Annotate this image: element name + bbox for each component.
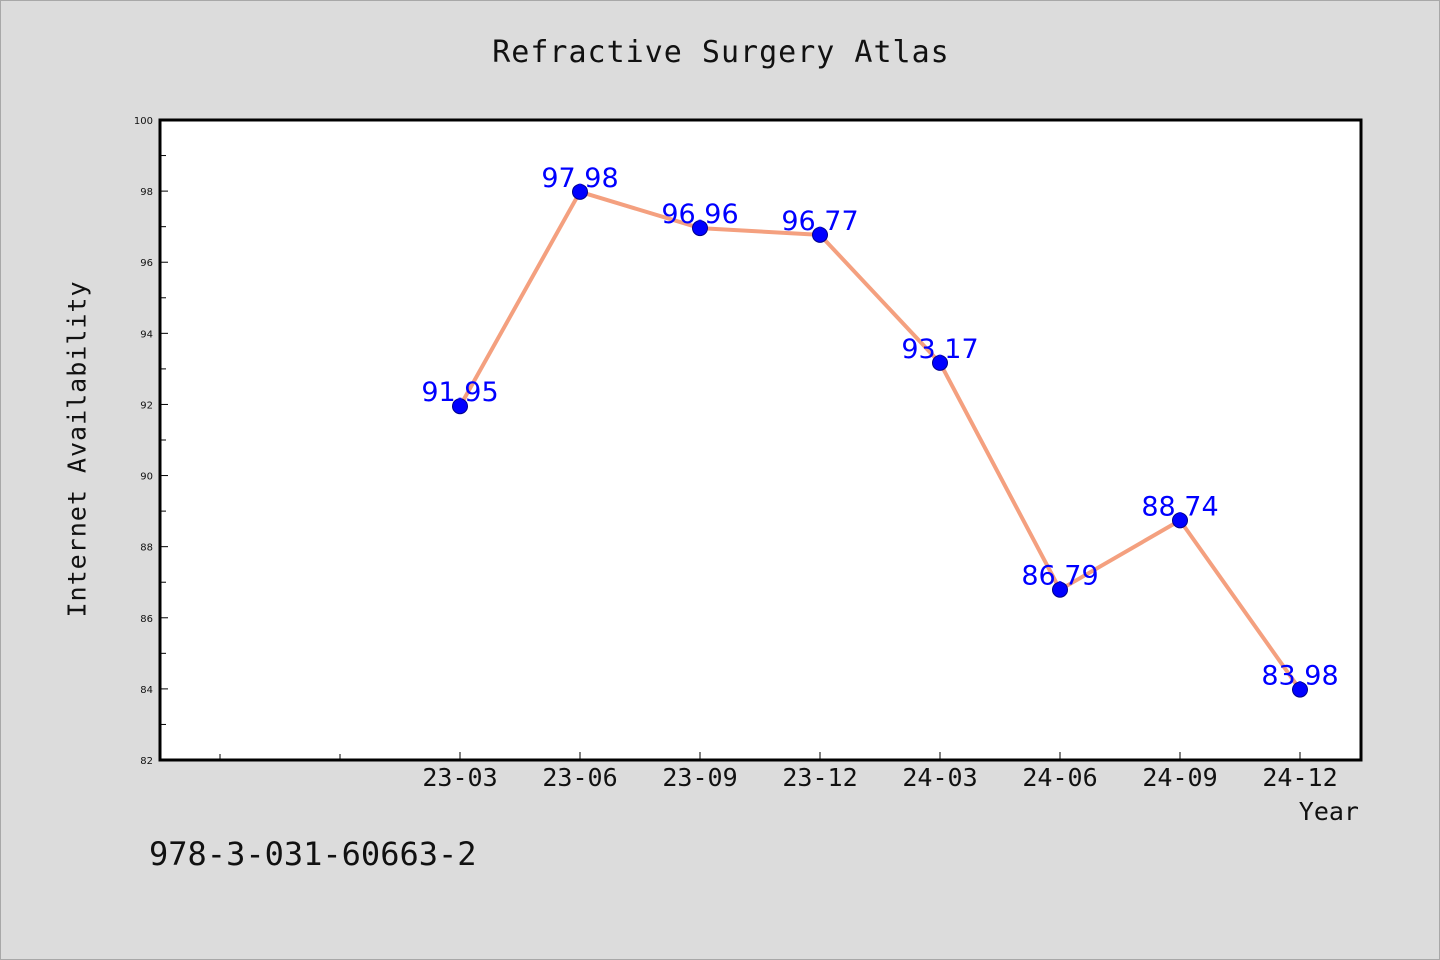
y-tick-label: 82 [140, 756, 153, 767]
data-label: 86.79 [1021, 561, 1098, 592]
data-point [1052, 581, 1068, 598]
x-axis-label: Year [1298, 797, 1359, 826]
series-line [458, 189, 1302, 691]
x-tick-label: 24-09 [1142, 763, 1217, 792]
y-tick-label: 94 [140, 329, 153, 340]
x-tick-label: 23-12 [782, 763, 857, 792]
data-label: 88.74 [1141, 491, 1218, 522]
x-tick-label: 24-06 [1022, 763, 1097, 792]
y-tick-label: 88 [140, 543, 153, 554]
y-tick-label: 84 [140, 685, 153, 696]
data-point [572, 183, 588, 200]
x-tick-label: 24-12 [1262, 763, 1337, 792]
y-tick-label: 92 [140, 400, 153, 411]
data-point [812, 226, 828, 243]
isbn-caption: 978-3-031-60663-2 [149, 835, 477, 873]
y-tick-label: 96 [140, 258, 153, 269]
plot-area [158, 118, 1363, 762]
data-point [1172, 512, 1188, 529]
y-tick-label: 90 [140, 472, 153, 483]
data-point [932, 354, 948, 371]
data-point [452, 398, 468, 415]
chart-title: Refractive Surgery Atlas [492, 35, 950, 70]
x-tick-label: 23-09 [662, 763, 737, 792]
data-label: 93.17 [901, 334, 978, 365]
y-tick-label: 100 [134, 116, 153, 127]
data-label: 91.95 [421, 377, 498, 408]
data-label: 96.77 [781, 206, 858, 237]
data-label: 83.98 [1261, 661, 1338, 692]
data-label: 97.98 [541, 163, 618, 194]
x-tick-label: 24-03 [902, 763, 977, 792]
data-point [692, 220, 708, 237]
data-label: 96.96 [661, 199, 738, 230]
data-point [1292, 681, 1308, 698]
x-tick-label: 23-03 [422, 763, 497, 792]
x-tick-label: 23-06 [542, 763, 617, 792]
y-tick-label: 86 [140, 614, 153, 625]
y-tick-label: 98 [140, 187, 153, 198]
